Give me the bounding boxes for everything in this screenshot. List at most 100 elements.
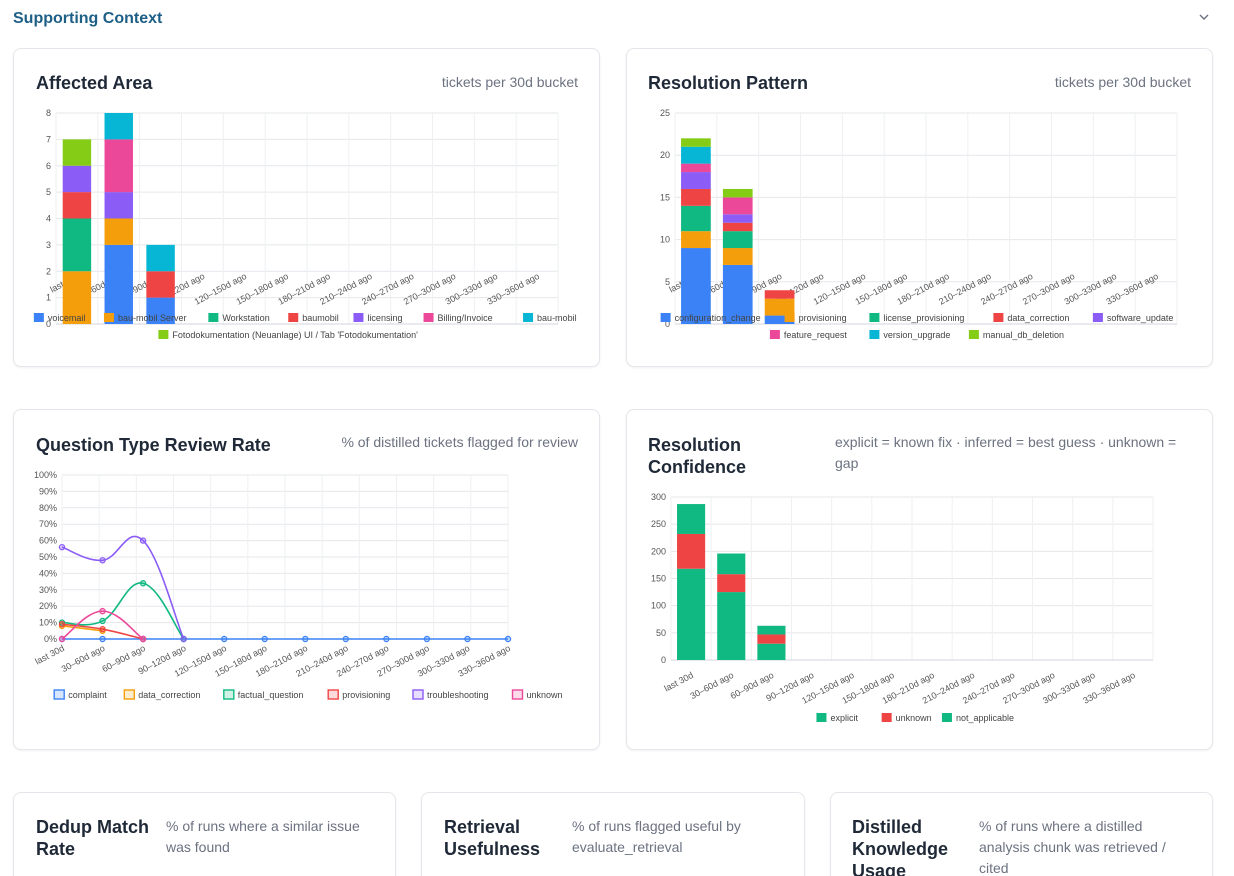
bar-segment xyxy=(681,163,711,173)
bar-segment xyxy=(764,298,795,316)
data-point xyxy=(383,635,390,643)
bar-segment xyxy=(722,214,753,223)
section-title: Supporting Context xyxy=(13,10,163,27)
legend-label: license_provisioning xyxy=(883,313,964,323)
y-tick-label: 6 xyxy=(46,161,51,171)
card-subtitle: % of runs where a distilled analysis chu… xyxy=(979,816,1166,876)
legend-label: Workstation xyxy=(222,313,269,323)
legend-label: factual_question xyxy=(238,690,304,700)
card-subtitle-line: % of runs where a distilled xyxy=(979,818,1143,834)
card-subtitle-line: was found xyxy=(166,839,230,855)
card-title: Affected Area xyxy=(36,73,153,93)
y-tick-label: 0% xyxy=(44,634,57,644)
card-subtitle: % of distilled tickets flagged for revie… xyxy=(341,434,578,450)
legend-swatch xyxy=(660,313,671,322)
card-subtitle: tickets per 30d bucket xyxy=(441,74,578,90)
card-subtitle-line: explicit = known fix · inferred = best g… xyxy=(835,434,1177,450)
x-tick-label: 30–60d ago xyxy=(688,670,735,701)
card-title-line: Distilled xyxy=(852,817,923,837)
bar-segment xyxy=(62,192,92,219)
legend-swatch xyxy=(816,713,827,722)
legend-label: data_correction xyxy=(1007,313,1069,323)
data-point xyxy=(464,635,471,643)
bar-segment xyxy=(722,188,753,198)
legend-swatch xyxy=(327,689,339,700)
affected-area-card: Affected Area tickets per 30d bucket 0 1 2… xyxy=(13,48,600,367)
bar-segment xyxy=(681,205,711,232)
legend-swatch xyxy=(869,313,880,322)
bar-segment xyxy=(681,188,711,206)
legend-label: manual_db_deletion xyxy=(983,330,1064,340)
bar-segment xyxy=(146,297,175,324)
y-tick-label: 60% xyxy=(39,536,57,546)
bar-segment xyxy=(146,244,175,272)
question-type-card: Question Type Review Rate % of distilled… xyxy=(13,409,600,750)
x-tick-label: last 30d xyxy=(33,643,66,667)
bar-segment xyxy=(764,315,795,324)
legend-swatch xyxy=(223,689,235,700)
card-title: Question Type Review Rate xyxy=(36,435,271,455)
legend-swatch xyxy=(881,713,892,722)
y-tick-label: 20 xyxy=(660,150,670,160)
bar-segment xyxy=(104,139,133,193)
legend-label: complaint xyxy=(68,690,107,700)
legend-swatch xyxy=(869,330,880,339)
bar-segment xyxy=(104,218,133,245)
bar-segment xyxy=(717,574,746,593)
data-point xyxy=(180,635,187,643)
bar-segment xyxy=(717,553,746,575)
bar-segment xyxy=(757,643,786,660)
y-tick-label: 10 xyxy=(660,235,670,245)
bar-segment xyxy=(104,244,133,324)
legend-label: configuration_change xyxy=(675,313,761,323)
legend-swatch xyxy=(941,713,952,722)
legend-label: version_upgrade xyxy=(883,330,950,340)
card-subtitle: % of runs where a similar issue was foun… xyxy=(166,816,360,858)
legend-swatch xyxy=(353,313,364,322)
data-point xyxy=(99,557,106,564)
y-tick-label: 20% xyxy=(39,601,57,611)
y-tick-label: 8 xyxy=(46,108,51,118)
section-header[interactable]: Supporting Context xyxy=(13,0,1213,38)
distilled-card: Distilled Knowledge Usage % of runs wher… xyxy=(830,792,1213,876)
bar-segment xyxy=(722,248,753,265)
chevron-down-icon[interactable] xyxy=(1197,10,1211,24)
x-tick-label: last 30d xyxy=(662,670,695,694)
legend-swatch xyxy=(511,689,524,700)
bar-segment xyxy=(104,192,133,219)
legend-label: unknown xyxy=(896,713,932,723)
legend-swatch xyxy=(33,313,44,322)
y-tick-label: 3 xyxy=(46,240,51,250)
legend-label: Fotodokumentation (Neuanlage) UI / Tab '… xyxy=(172,330,418,340)
legend-swatch xyxy=(208,313,219,322)
bar-segment xyxy=(681,248,711,324)
legend-label: data_correction xyxy=(138,690,200,700)
y-tick-label: 90% xyxy=(39,486,57,496)
legend-label: baumobil xyxy=(302,313,339,323)
retrieval-card: Retrieval Usefulness % of runs flagged u… xyxy=(421,792,805,876)
card-subtitle-line: analysis chunk was retrieved / xyxy=(979,839,1166,855)
bar-segment xyxy=(717,592,746,660)
legend-label: software_update xyxy=(1107,313,1174,323)
bar-segment xyxy=(677,568,706,660)
legend-swatch xyxy=(288,313,299,322)
y-tick-label: 30% xyxy=(39,585,57,595)
card-subtitle-line: cited xyxy=(979,860,1009,876)
data-point xyxy=(423,635,431,643)
data-point xyxy=(139,537,147,544)
bar-segment xyxy=(62,139,92,166)
dedup-card: Dedup Match Rate % of runs where a simil… xyxy=(13,792,396,876)
card-subtitle-line: % of runs flagged useful by xyxy=(572,818,741,834)
bar-segment xyxy=(722,264,753,324)
legend-label: provisioning xyxy=(799,313,847,323)
legend-swatch xyxy=(968,330,979,339)
y-tick-label: 50 xyxy=(656,628,666,638)
legend-swatch xyxy=(769,330,780,339)
data-point xyxy=(139,635,147,643)
legend-swatch xyxy=(423,313,434,322)
y-tick-label: 40% xyxy=(39,568,57,578)
card-title-line: Usefulness xyxy=(444,839,541,859)
data-point xyxy=(99,607,106,615)
